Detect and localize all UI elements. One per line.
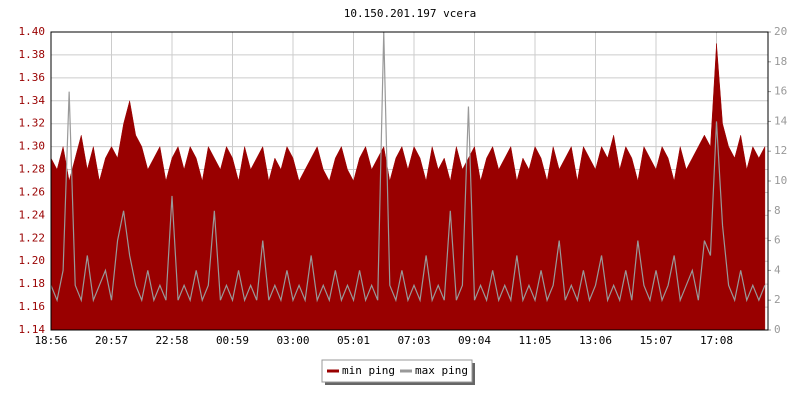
y2-tick-label: 20: [774, 25, 787, 38]
x-tick-label: 03:00: [276, 334, 309, 347]
y-tick-label: 1.26: [19, 185, 46, 198]
y-tick-label: 1.22: [19, 231, 46, 244]
x-tick-label: 18:56: [34, 334, 67, 347]
y-tick-label: 1.32: [19, 117, 46, 130]
y-tick-label: 1.38: [19, 48, 46, 61]
x-tick-label: 15:07: [639, 334, 672, 347]
legend-box: [321, 359, 473, 383]
y-tick-label: 1.20: [19, 254, 46, 267]
y-tick-label: 1.16: [19, 300, 46, 313]
series-line: [50, 31, 766, 303]
x-tick-label: 05:01: [337, 334, 370, 347]
y2-tick-label: 16: [774, 85, 787, 98]
y-tick-label: 1.28: [19, 163, 46, 176]
series-area: [50, 43, 766, 331]
y-tick-label: 1.24: [19, 208, 46, 221]
x-tick-label: 13:06: [579, 334, 612, 347]
y2-tick-label: 2: [774, 293, 781, 306]
legend-label: min ping: [342, 364, 395, 377]
x-tick-label: 00:59: [216, 334, 249, 347]
y2-tick-label: 0: [774, 323, 781, 336]
y-tick-label: 1.34: [19, 94, 46, 107]
y2-tick-label: 14: [774, 114, 788, 127]
y2-tick-label: 18: [774, 55, 787, 68]
y2-tick-label: 4: [774, 263, 781, 276]
y2-tick-label: 6: [774, 234, 781, 247]
y2-tick-label: 10: [774, 174, 787, 187]
x-tick-label: 20:57: [95, 334, 128, 347]
y-tick-label: 1.36: [19, 71, 46, 84]
x-tick-label: 07:03: [397, 334, 430, 347]
x-tick-label: 09:04: [458, 334, 491, 347]
y2-tick-label: 8: [774, 204, 781, 217]
y-tick-label: 1.30: [19, 140, 46, 153]
chart-title: 10.150.201.197 vcera: [344, 7, 476, 20]
x-tick-label: 17:08: [700, 334, 733, 347]
x-tick-label: 11:05: [518, 334, 551, 347]
plot-frame: [50, 31, 769, 331]
y-tick-label: 1.14: [19, 323, 46, 336]
y2-tick-label: 12: [774, 144, 787, 157]
x-tick-label: 22:58: [155, 334, 188, 347]
y-tick-label: 1.40: [19, 25, 46, 38]
legend-label: max ping: [415, 364, 468, 377]
y-tick-label: 1.18: [19, 277, 46, 290]
